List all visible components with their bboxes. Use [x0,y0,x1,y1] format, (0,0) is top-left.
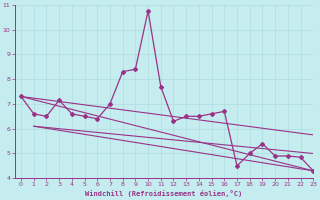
X-axis label: Windchill (Refroidissement éolien,°C): Windchill (Refroidissement éolien,°C) [85,190,243,197]
